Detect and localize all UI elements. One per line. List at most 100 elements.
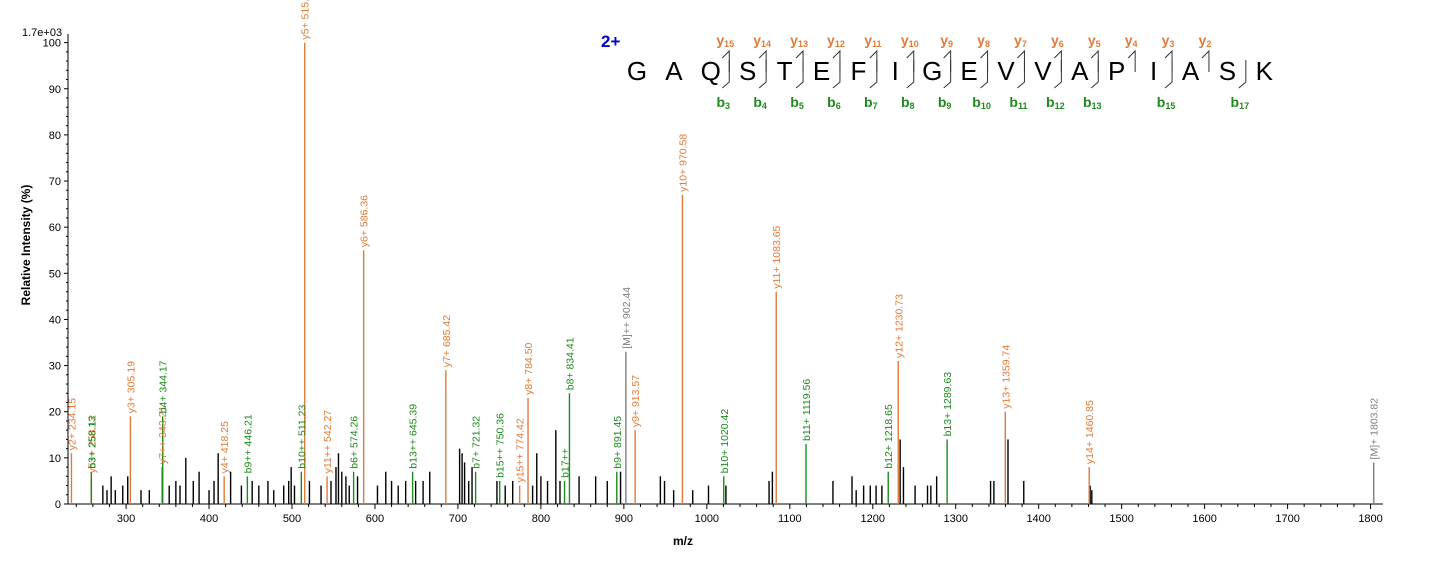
b-ion-bracket xyxy=(906,60,915,89)
b-ion-bracket xyxy=(1017,60,1025,89)
y-ion-bracket xyxy=(1017,49,1025,72)
peak-label: b12+ 1218.65 xyxy=(883,404,895,469)
y-ion-marker: y2 xyxy=(1199,32,1212,49)
peak-label: b9++ 446.21 xyxy=(242,414,254,473)
sequence-residue: V xyxy=(1034,56,1052,86)
b-ion-marker: b6 xyxy=(827,94,841,111)
y-ion-bracket xyxy=(1090,49,1099,72)
peak-label: y14+ 1460.85 xyxy=(1084,400,1096,464)
y-ion-bracket xyxy=(943,49,952,72)
sequence-residue: G xyxy=(922,56,942,86)
sequence-residue: S xyxy=(1219,56,1236,86)
b-ion-marker: b12 xyxy=(1046,94,1065,111)
peak-label: y3+ 305.19 xyxy=(125,361,137,413)
y-ion-marker: y9 xyxy=(940,32,953,49)
x-tick-label: 1100 xyxy=(778,513,802,525)
peak-label: y15++ 774.42 xyxy=(515,418,527,482)
x-tick-label: 400 xyxy=(200,513,218,525)
peak-label: y11+ 1083.65 xyxy=(771,225,783,288)
x-tick-label: 700 xyxy=(449,513,467,525)
peak-label: b10++ 511.23 xyxy=(296,405,308,469)
peak-label: y2+ 234.15 xyxy=(66,398,78,450)
y-tick-label: 30 xyxy=(49,361,61,373)
y-ion-marker: y12 xyxy=(827,32,845,49)
b-ion-marker: b5 xyxy=(790,94,804,111)
peak-label: y8+ 784.50 xyxy=(523,342,535,394)
peak-label: y10+ 970.58 xyxy=(677,134,689,192)
y-ion-marker: y10 xyxy=(901,32,919,49)
y-ion-bracket xyxy=(869,49,878,72)
peaks xyxy=(70,42,1375,504)
b-ion-bracket xyxy=(1238,60,1247,89)
b-ion-bracket xyxy=(943,60,952,89)
x-tick-label: 300 xyxy=(117,513,135,525)
sequence-residue: A xyxy=(1182,56,1200,86)
x-tick-label: 1200 xyxy=(861,513,885,525)
peak-label: b8+ 834.41 xyxy=(564,337,576,390)
y-ion-marker: y4 xyxy=(1125,32,1138,49)
peak-label: b9+ 891.45 xyxy=(612,416,624,469)
b-ion-bracket xyxy=(721,60,730,89)
y-ion-marker: y3 xyxy=(1162,32,1175,49)
peak-label: b3+ 258.13 xyxy=(86,416,98,469)
y-tick-label: 50 xyxy=(49,268,61,280)
peak-label: y4+ 418.25 xyxy=(219,421,231,473)
y-ion-marker: y7 xyxy=(1014,32,1027,49)
peak-label: b7+ 721.32 xyxy=(471,416,483,469)
y-ion-bracket xyxy=(758,49,767,72)
y-ion-marker: y8 xyxy=(977,32,990,49)
sequence-residue: A xyxy=(665,56,683,86)
sequence-residue: A xyxy=(1071,56,1089,86)
sequence-residue: E xyxy=(960,56,977,86)
sequence-residue: T xyxy=(777,56,793,86)
sequence-residue: P xyxy=(1108,56,1125,86)
x-tick-label: 500 xyxy=(283,513,301,525)
peak-label: y5++ 258.12 xyxy=(86,415,98,474)
sequence-residue: F xyxy=(850,56,866,86)
sequence-residue: V xyxy=(997,56,1015,86)
peak-label: y13+ 1359.74 xyxy=(1000,345,1012,409)
sequence-residue: K xyxy=(1256,56,1274,86)
peak-label: b13+ 1289.63 xyxy=(942,372,954,437)
x-tick-label: 1500 xyxy=(1109,513,1133,525)
y-ion-bracket xyxy=(795,49,804,72)
y-tick-label: 20 xyxy=(49,407,61,419)
b-ion-bracket xyxy=(795,60,804,89)
y-ion-bracket xyxy=(906,49,915,72)
b-ion-bracket xyxy=(1054,60,1062,89)
x-tick-label: 1300 xyxy=(943,513,967,525)
y-ion-bracket xyxy=(832,49,841,72)
peak-label: y11++ 542.27 xyxy=(322,410,334,474)
peak-label: b13++ 645.39 xyxy=(408,404,420,469)
b-ion-bracket xyxy=(758,60,767,89)
y-ion-bracket xyxy=(721,49,730,72)
peak-label: b6+ 574.26 xyxy=(349,416,361,469)
y-ion-marker: y11 xyxy=(864,32,881,49)
b-ion-marker: b4 xyxy=(753,94,767,111)
peak-label: b15++ 750.36 xyxy=(495,413,507,478)
b-ion-marker: b13 xyxy=(1083,94,1102,111)
peak-label: b11+ 1119.56 xyxy=(801,379,813,441)
sequence-residue: G xyxy=(627,56,647,86)
peak-label: y12+ 1230.73 xyxy=(893,294,905,358)
charge-state: 2+ xyxy=(601,32,620,51)
x-tick-label: 1800 xyxy=(1358,513,1382,525)
y-tick-label: 10 xyxy=(49,453,61,465)
y-ion-bracket xyxy=(1053,49,1062,72)
axes: 0 10 20 30 40 50 60 70 80 90 100 300 400 500 600 700 800… xyxy=(43,34,1383,525)
b-ion-marker: b7 xyxy=(864,94,878,111)
x-tick-label: 1400 xyxy=(1026,513,1050,525)
y-ion-bracket xyxy=(980,49,989,72)
b-ion-marker: b11 xyxy=(1009,94,1027,111)
peak-label: b4+ 344.17 xyxy=(158,360,170,413)
peak-label: y7+ 685.42 xyxy=(441,315,453,367)
y-ion-marker: y14 xyxy=(753,32,771,49)
b-ion-marker: b10 xyxy=(972,94,991,111)
peak-label: y7++ 343.21 xyxy=(157,406,169,465)
peak-label: [M]++ 902.44 xyxy=(621,287,633,349)
y-ion-bracket xyxy=(1164,49,1173,72)
